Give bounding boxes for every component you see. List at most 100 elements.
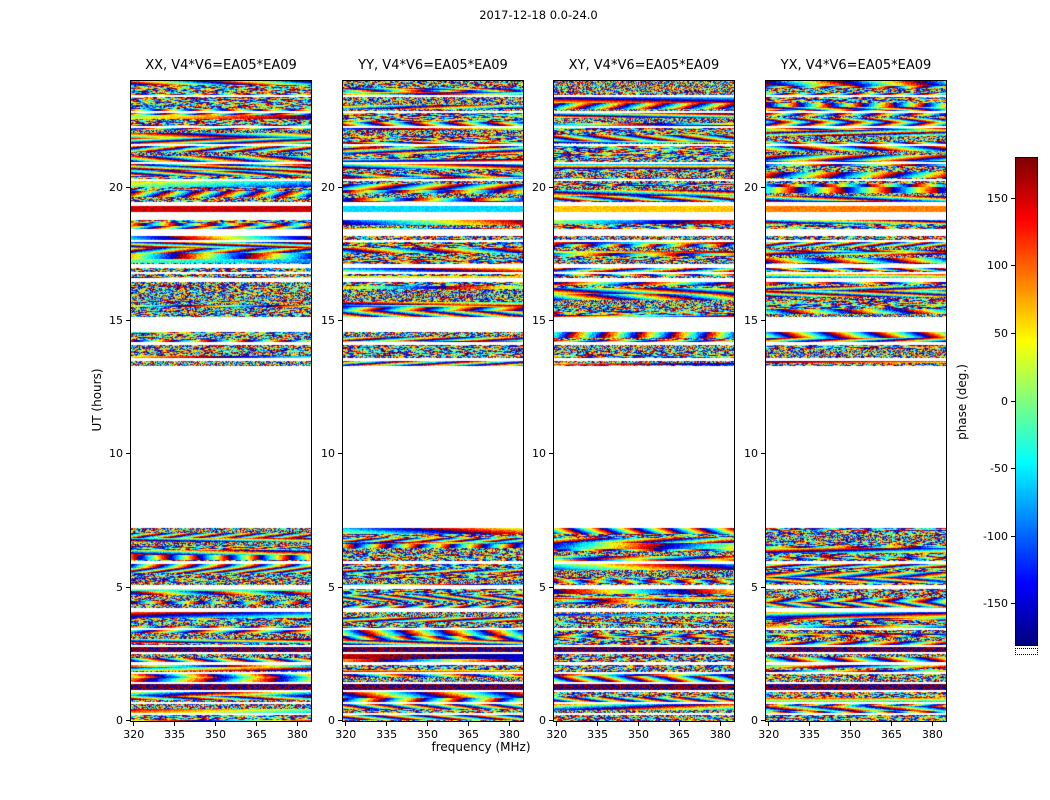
y-tick-label: 0: [539, 714, 546, 727]
colorbar-underflow-marker: [1015, 648, 1038, 655]
phase-waterfall-yx: [766, 81, 946, 721]
colorbar-label: phase (deg.): [955, 364, 969, 440]
x-tick: [556, 722, 558, 726]
y-tick: [549, 586, 553, 588]
x-tick-label: 320: [758, 728, 780, 741]
panel-title-xx: XX, V4*V6=EA05*EA09: [145, 58, 297, 73]
y-tick: [761, 453, 765, 455]
x-tick: [296, 722, 298, 726]
figure-title: 2017-12-18 0.0-24.0: [479, 8, 598, 22]
colorbar-tick-label: 50: [994, 326, 1008, 340]
y-tick-label: 0: [328, 714, 335, 727]
y-tick-label: 20: [109, 180, 123, 194]
x-tick: [768, 722, 770, 726]
x-tick: [931, 722, 933, 726]
colorbar-tick: [1011, 197, 1015, 199]
x-tick-label: 365: [245, 728, 267, 741]
x-tick-label: 380: [921, 728, 943, 741]
x-tick-label: 365: [668, 728, 690, 741]
y-tick: [126, 720, 130, 721]
y-axis-label: UT (hours): [90, 368, 104, 432]
x-tick-label: 335: [799, 728, 821, 741]
x-tick-label: 350: [417, 728, 439, 741]
x-tick: [174, 722, 176, 726]
panel-frame-yx: [765, 80, 947, 722]
y-tick: [549, 320, 553, 321]
x-tick-label: 380: [709, 728, 731, 741]
y-tick-label: 5: [116, 580, 123, 594]
y-tick: [761, 320, 765, 321]
y-tick: [761, 186, 765, 188]
y-tick: [338, 720, 342, 721]
x-tick: [638, 722, 640, 726]
y-tick-label: 5: [539, 580, 546, 594]
y-tick-label: 15: [109, 314, 123, 327]
y-tick: [549, 453, 553, 455]
x-tick: [427, 722, 429, 726]
y-tick-label: 10: [532, 447, 546, 461]
x-tick-label: 335: [376, 728, 398, 741]
y-tick-label: 10: [744, 447, 758, 461]
x-tick: [215, 722, 217, 726]
y-tick-label: 15: [321, 314, 335, 327]
y-tick-label: 20: [321, 180, 335, 194]
x-tick: [597, 722, 599, 726]
y-tick-label: 15: [532, 314, 546, 327]
panel-title-xy: XY, V4*V6=EA05*EA09: [568, 58, 720, 73]
y-tick-label: 0: [116, 714, 123, 727]
x-tick-label: 350: [205, 728, 227, 741]
y-tick-label: 0: [751, 714, 758, 727]
x-tick: [850, 722, 852, 726]
colorbar-tick: [1011, 468, 1015, 470]
x-axis-label: frequency (MHz): [431, 740, 531, 754]
x-tick: [255, 722, 257, 726]
y-tick-label: 10: [109, 447, 123, 461]
x-tick-label: 380: [286, 728, 308, 741]
colorbar-tick-label: 150: [987, 191, 1008, 205]
x-tick: [890, 722, 892, 726]
y-tick: [338, 320, 342, 321]
y-tick-label: 5: [751, 580, 758, 594]
x-tick-label: 320: [123, 728, 145, 741]
x-tick: [678, 722, 680, 726]
y-tick: [761, 586, 765, 588]
phase-waterfall-xy: [554, 81, 734, 721]
colorbar: [1015, 157, 1038, 646]
y-tick-label: 5: [328, 580, 335, 594]
colorbar-tick-label: -100: [983, 529, 1008, 543]
y-tick: [126, 320, 130, 321]
y-tick: [549, 186, 553, 188]
panel-frame-yy: [342, 80, 524, 722]
colorbar-tick-label: -150: [983, 597, 1008, 611]
x-tick: [719, 722, 721, 726]
panel-frame-xy: [553, 80, 735, 722]
x-tick: [467, 722, 469, 726]
x-tick-label: 320: [546, 728, 568, 741]
colorbar-gradient: [1016, 158, 1037, 645]
colorbar-tick-label: 0: [1001, 394, 1008, 408]
y-tick-label: 20: [744, 180, 758, 194]
colorbar-tick: [1011, 400, 1015, 402]
x-tick-label: 350: [628, 728, 650, 741]
y-tick-label: 15: [744, 314, 758, 327]
colorbar-tick-label: -50: [990, 462, 1008, 476]
panel-frame-xx: [130, 80, 312, 722]
x-tick-label: 350: [840, 728, 862, 741]
x-tick-label: 320: [335, 728, 357, 741]
colorbar-tick: [1011, 535, 1015, 537]
y-tick: [126, 453, 130, 455]
y-tick: [126, 186, 130, 188]
panel-title-yy: YY, V4*V6=EA05*EA09: [358, 58, 508, 73]
x-tick: [133, 722, 135, 726]
colorbar-tick: [1011, 332, 1015, 334]
y-tick: [338, 453, 342, 455]
x-tick-label: 365: [880, 728, 902, 741]
y-tick: [338, 186, 342, 188]
phase-waterfall-xx: [131, 81, 311, 721]
x-tick-label: 365: [457, 728, 479, 741]
y-tick-label: 20: [532, 180, 546, 194]
y-tick: [761, 720, 765, 721]
y-tick: [549, 720, 553, 721]
panel-title-yx: YX, V4*V6=EA05*EA09: [780, 58, 932, 73]
